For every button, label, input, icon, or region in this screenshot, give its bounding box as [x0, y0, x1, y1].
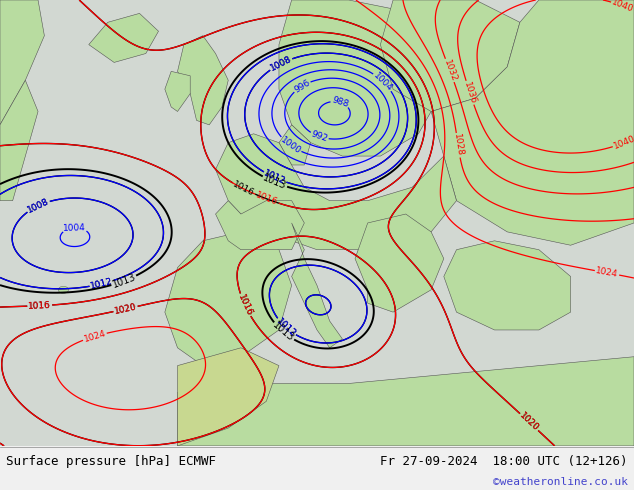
- Polygon shape: [165, 72, 190, 112]
- Text: 1020: 1020: [518, 411, 541, 433]
- Text: 1036: 1036: [462, 80, 478, 105]
- Text: 1016: 1016: [236, 293, 254, 318]
- Polygon shape: [292, 223, 342, 348]
- Text: 1020: 1020: [113, 302, 138, 316]
- Polygon shape: [431, 0, 634, 245]
- Polygon shape: [279, 0, 444, 156]
- Polygon shape: [279, 125, 311, 165]
- Text: 1040: 1040: [611, 0, 634, 14]
- Polygon shape: [380, 0, 520, 112]
- Text: 1028: 1028: [452, 133, 464, 157]
- Polygon shape: [444, 241, 571, 330]
- Text: 1020: 1020: [518, 411, 541, 433]
- Text: Fr 27-09-2024  18:00 UTC (12+126): Fr 27-09-2024 18:00 UTC (12+126): [380, 455, 628, 468]
- Text: 1000: 1000: [278, 135, 302, 156]
- Polygon shape: [89, 13, 158, 62]
- Text: 1008: 1008: [26, 197, 51, 215]
- Text: 1008: 1008: [26, 197, 51, 215]
- Polygon shape: [355, 214, 444, 312]
- Polygon shape: [178, 357, 634, 446]
- Circle shape: [58, 286, 68, 294]
- Text: 1024: 1024: [82, 329, 107, 344]
- Text: 1016: 1016: [236, 293, 254, 318]
- Text: 1012: 1012: [262, 169, 287, 187]
- Text: 1016: 1016: [28, 301, 51, 311]
- Text: 1012: 1012: [275, 317, 297, 339]
- Text: 1024: 1024: [595, 266, 619, 279]
- Text: ©weatheronline.co.uk: ©weatheronline.co.uk: [493, 477, 628, 487]
- Text: 1013: 1013: [111, 272, 137, 290]
- Text: 996: 996: [292, 78, 311, 95]
- Text: 1012: 1012: [89, 277, 114, 291]
- Text: 1012: 1012: [262, 169, 287, 187]
- Text: 1008: 1008: [269, 54, 293, 73]
- Text: 992: 992: [310, 129, 329, 144]
- Polygon shape: [178, 348, 279, 446]
- Text: Surface pressure [hPa] ECMWF: Surface pressure [hPa] ECMWF: [6, 455, 216, 468]
- Text: 1012: 1012: [89, 277, 114, 291]
- Text: 1040: 1040: [612, 134, 634, 151]
- Text: 1004: 1004: [63, 223, 86, 233]
- Text: 1016: 1016: [231, 180, 256, 198]
- Polygon shape: [165, 232, 292, 366]
- Text: 1004: 1004: [372, 71, 394, 93]
- Text: 1013: 1013: [261, 173, 288, 192]
- Text: 1032: 1032: [442, 58, 458, 83]
- Text: 1012: 1012: [275, 317, 297, 339]
- Text: 1016: 1016: [28, 301, 51, 311]
- Text: 1008: 1008: [269, 54, 293, 73]
- Polygon shape: [216, 201, 304, 250]
- Polygon shape: [216, 134, 456, 250]
- Polygon shape: [0, 80, 38, 201]
- Text: 988: 988: [330, 96, 349, 109]
- Text: 1013: 1013: [271, 320, 296, 343]
- Text: 1020: 1020: [113, 302, 138, 316]
- Text: 1016: 1016: [254, 191, 279, 207]
- Polygon shape: [0, 0, 44, 125]
- Polygon shape: [178, 36, 228, 125]
